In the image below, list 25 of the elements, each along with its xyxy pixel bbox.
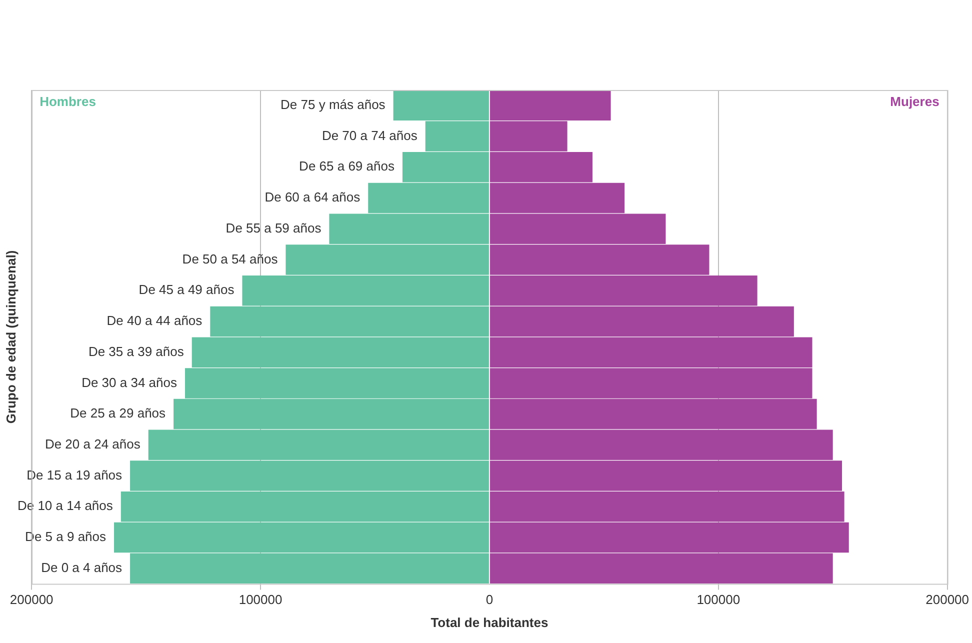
y-tick-label: De 55 a 59 años [226, 220, 322, 236]
y-tick-label: De 15 a 19 años [26, 467, 123, 482]
x-tick-label: 100000 [696, 592, 740, 608]
text: Hombres [40, 94, 96, 110]
y-tick-label: De 20 a 24 años [44, 436, 141, 452]
y-tick-label: De 10 a 14 años [17, 498, 114, 514]
y-tick-label: De 25 a 29 años [70, 406, 166, 421]
y-tick-label: De 50 a 54 años [182, 251, 278, 266]
y-tick-label: De 45 a 49 años [138, 282, 235, 298]
y-tick-label: De 75 y más años [280, 97, 386, 112]
x-tick-label: 200000 [926, 592, 970, 608]
y-axis-title: Grupo de edad (quinquenal) [3, 250, 18, 424]
x-tick-label: 100000 [238, 592, 282, 608]
y-tick-label: De 30 a 34 años [82, 374, 178, 390]
x-tick-label: 200000 [10, 592, 54, 608]
x-axis-title: Total de habitantes [430, 614, 548, 630]
y-tick-label: De 70 a 74 años [322, 128, 418, 143]
y-tick-label: De 60 a 64 años [264, 190, 361, 205]
y-tick-label: De 40 a 44 años [106, 313, 203, 328]
y-tick-label: De 35 a 39 años [88, 344, 184, 359]
text: Mujeres [890, 94, 940, 110]
y-tick-label: De 65 a 69 años [299, 158, 395, 174]
x-tick-label: 0 [486, 592, 494, 608]
y-tick-label: De 5 a 9 años [25, 529, 107, 544]
y-tick-label: De 0 a 4 años [41, 560, 123, 575]
